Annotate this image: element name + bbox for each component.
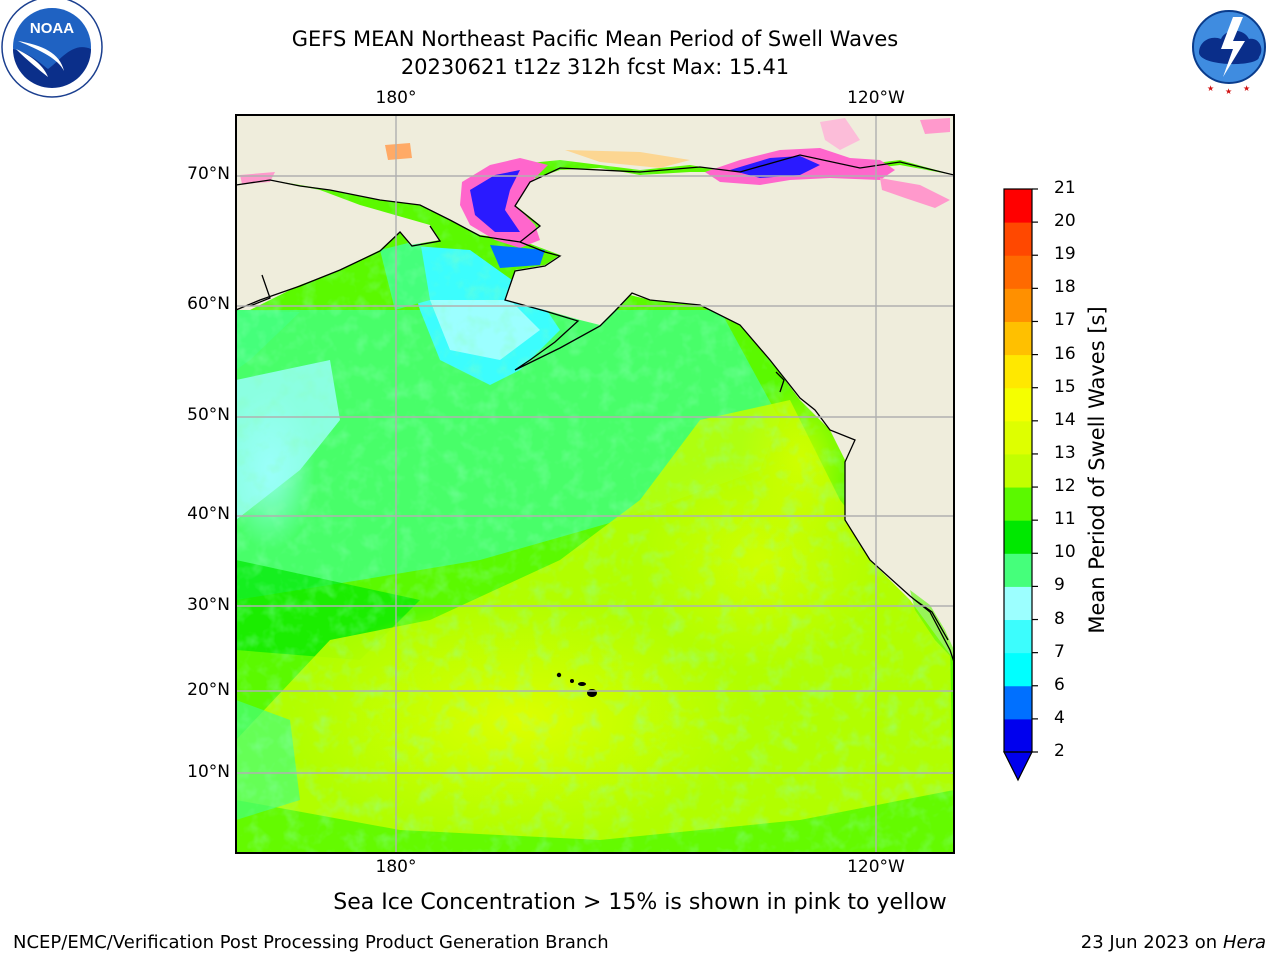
nws-logo: ★ ★ ★ [1179, 0, 1279, 97]
lon-label-bottom-120w: 120°W [847, 857, 905, 877]
lat-label-30n: 30°N [187, 595, 230, 615]
colorbar-tick-label: 17 [1054, 310, 1076, 331]
colorbar-segment [1004, 321, 1032, 356]
colorbar-tick-label: 19 [1054, 244, 1076, 265]
lat-label-20n: 20°N [187, 680, 230, 700]
colorbar-segment [1004, 420, 1032, 455]
lon-label-bottom-180: 180° [375, 857, 417, 877]
colorbar-frame [1003, 188, 1033, 753]
colorbar-segment [1004, 520, 1032, 554]
noaa-logo: NOAA [1, 0, 103, 98]
colorbar-segment [1004, 487, 1032, 521]
colorbar-tick-label: 4 [1054, 707, 1065, 728]
colorbar-tick-label: 21 [1054, 178, 1076, 198]
colorbar-tick-label: 6 [1054, 674, 1065, 695]
colorbar-segment [1004, 453, 1032, 488]
colorbar-tick-label: 18 [1054, 277, 1076, 298]
lat-label-40n: 40°N [187, 504, 230, 524]
colorbar-segment [1004, 222, 1032, 256]
colorbar-segment [1004, 553, 1032, 587]
colorbar-segment [1004, 718, 1032, 753]
chart-title: GEFS MEAN Northeast Pacific Mean Period … [291, 27, 899, 51]
graticule [236, 115, 954, 853]
lat-label-10n: 10°N [187, 762, 230, 782]
lon-label-top-120w: 120°W [847, 88, 905, 108]
colorbar-segment [1004, 387, 1032, 422]
svg-text:★: ★ [1207, 84, 1214, 93]
lon-label-top-180: 180° [375, 88, 417, 108]
lat-label-50n: 50°N [187, 405, 230, 425]
footer-machine: Hera [1222, 932, 1266, 953]
colorbar-segment [1004, 586, 1032, 621]
chart-subtitle: 20230621 t12z 312h fcst Max: 15.41 [400, 55, 790, 79]
sea-ice-note: Sea Ice Concentration > 15% is shown in … [333, 890, 947, 915]
lat-label-70n: 70°N [187, 164, 230, 184]
colorbar-tick-label: 16 [1054, 343, 1076, 364]
colorbar-segment [1004, 354, 1032, 389]
colorbar-segment [1004, 189, 1032, 223]
svg-text:★: ★ [1225, 87, 1232, 96]
noaa-logo-text: NOAA [30, 20, 74, 37]
colorbar-tick-label: 11 [1054, 509, 1076, 530]
footer-date: 23 Jun 2023 on Hera [1081, 932, 1266, 953]
colorbar-tick-label: 13 [1054, 442, 1076, 463]
colorbar-segment [1004, 685, 1032, 720]
colorbar-segment [1004, 652, 1032, 687]
colorbar-under-arrow [1003, 751, 1033, 782]
colorbar-tick-label: 14 [1054, 409, 1076, 430]
map-frame [235, 114, 955, 854]
colorbar-tick-label: 10 [1054, 542, 1076, 563]
colorbar-tick-label: 15 [1054, 376, 1076, 397]
colorbar-segment [1004, 255, 1032, 289]
colorbar-tick-label: 2 [1054, 741, 1065, 761]
colorbar-tick-label: 8 [1054, 608, 1065, 629]
colorbar-segment [1004, 288, 1032, 322]
footer-credit: NCEP/EMC/Verification Post Processing Pr… [13, 932, 609, 953]
colorbar [1003, 188, 1038, 782]
lat-label-60n: 60°N [187, 294, 230, 314]
colorbar-title: Mean Period of Swell Waves [s] [1085, 306, 1109, 634]
map-field [236, 115, 954, 853]
svg-text:★: ★ [1243, 84, 1250, 93]
colorbar-segment [1004, 619, 1032, 654]
colorbar-tick-label: 20 [1054, 211, 1076, 232]
coastlines [236, 154, 954, 663]
colorbar-tick-label: 7 [1054, 641, 1065, 662]
colorbar-tick-label: 12 [1054, 476, 1076, 497]
colorbar-tick-label: 9 [1054, 575, 1065, 596]
footer-date-text: 23 Jun 2023 on [1080, 932, 1218, 953]
